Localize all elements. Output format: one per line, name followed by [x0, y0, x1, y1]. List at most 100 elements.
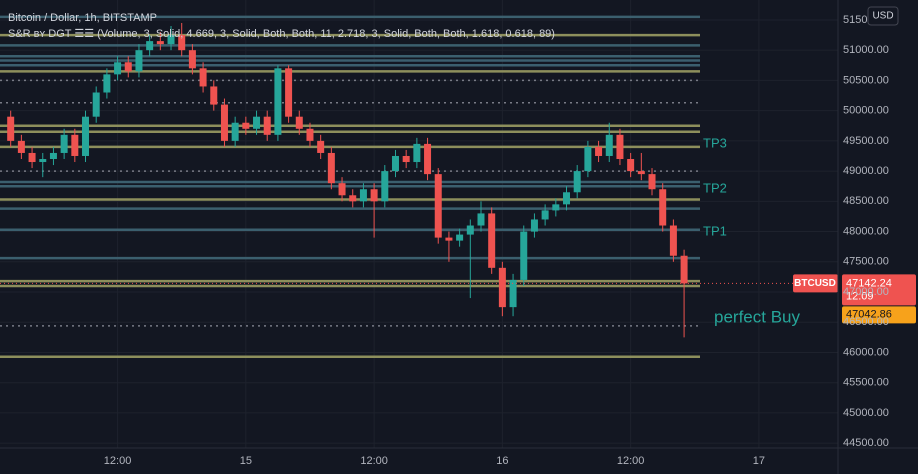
candle-body	[552, 204, 560, 211]
candle-body	[434, 174, 442, 238]
candle-body	[659, 189, 667, 226]
x-tick-label: 12:00	[360, 455, 388, 467]
candle-body	[456, 234, 464, 241]
candle-body	[477, 213, 485, 226]
annotation: TP1	[703, 223, 727, 238]
candle-body	[146, 41, 154, 51]
candle-body	[595, 146, 603, 156]
candle-body	[263, 116, 271, 135]
x-tick-label: 17	[753, 455, 765, 467]
candle-body	[391, 155, 399, 172]
candle-body	[188, 50, 196, 69]
candle-body	[156, 41, 164, 45]
candle-body	[413, 143, 421, 163]
candle-body	[231, 122, 239, 141]
y-tick-label: 48000.00	[843, 225, 889, 237]
candle-body	[530, 219, 538, 232]
candle-body	[381, 171, 389, 202]
y-tick-label: 48500.00	[843, 195, 889, 207]
second-price: 47042.86	[846, 308, 892, 320]
candle-body	[584, 146, 592, 172]
candle-body	[253, 116, 261, 129]
candle-body	[39, 159, 47, 163]
candle-body	[7, 116, 15, 141]
symbol-tag: BTCUSD	[794, 278, 836, 289]
candle-body	[637, 171, 645, 175]
currency-button-bg[interactable]	[867, 6, 899, 26]
candle-body	[49, 152, 57, 160]
candle-body	[17, 140, 25, 153]
candle-body	[178, 35, 186, 51]
candle-body	[338, 183, 346, 196]
candle-body	[317, 140, 325, 153]
y-tick-label: 45500.00	[843, 377, 889, 389]
y-tick-label: 46000.00	[843, 346, 889, 358]
candle-body	[295, 116, 303, 129]
candle-body	[28, 152, 36, 163]
candle-body	[627, 159, 635, 172]
y-tick-label: 46500.00	[843, 316, 889, 328]
symbol-tag-bg	[793, 274, 838, 293]
annotation: perfect Buy	[714, 307, 800, 326]
price-tag-bg	[842, 274, 916, 306]
candle-body	[648, 174, 656, 190]
annotation: TP2	[703, 180, 727, 195]
candle-body	[498, 267, 506, 308]
candle-body	[114, 62, 122, 75]
candle-body	[573, 171, 581, 193]
currency-button[interactable]: USD	[872, 11, 893, 22]
countdown: 12:09	[846, 290, 874, 302]
candle-body	[680, 255, 688, 284]
candle-body	[242, 122, 250, 129]
y-tick-label: 50500.00	[843, 74, 889, 86]
candle-body	[402, 155, 410, 163]
candle-body	[520, 231, 528, 280]
y-tick-label: 47000.00	[843, 286, 889, 298]
y-tick-label: 45000.00	[843, 407, 889, 419]
candle-body	[605, 134, 613, 156]
candle-body	[199, 68, 207, 87]
candle-body	[92, 92, 100, 117]
candle-body	[445, 237, 453, 241]
candle-body	[541, 210, 549, 220]
x-tick-label: 16	[496, 455, 508, 467]
candle-body	[424, 143, 432, 175]
second-price-bg	[842, 306, 916, 324]
price-tag: 47142.24	[846, 277, 892, 289]
candle-body	[669, 225, 677, 256]
candle-body	[285, 68, 293, 117]
annotation: TP3	[703, 135, 727, 150]
y-tick-label: 50000.00	[843, 105, 889, 117]
candle-body	[306, 128, 314, 141]
candle-body	[167, 35, 175, 45]
candle-body	[488, 213, 496, 268]
candle-body	[220, 104, 228, 141]
y-tick-label: 49000.00	[843, 165, 889, 177]
y-tick-label: 51000.00	[843, 44, 889, 56]
x-tick-label: 15	[240, 455, 252, 467]
candle-body	[71, 134, 79, 156]
candle-body	[563, 192, 571, 205]
candle-body	[359, 189, 367, 202]
y-tick-label: 47500.00	[843, 256, 889, 268]
candle-body	[370, 189, 378, 202]
y-tick-label: 44500.00	[843, 437, 889, 449]
indicator-label: S&R ʙʏ DGT ☰☰ (Volume, 3, Solid, 4.669, …	[8, 28, 555, 40]
candle-body	[135, 50, 143, 72]
y-tick-label: 49500.00	[843, 135, 889, 147]
candle-body	[466, 225, 474, 235]
candle-body	[60, 134, 68, 153]
candle-body	[103, 74, 111, 93]
candle-body	[349, 195, 357, 202]
chart-title: Bitcoin / Dollar, 1h, BITSTAMP	[8, 12, 157, 24]
candle-body	[210, 86, 218, 105]
candle-body	[124, 62, 132, 72]
candle-body	[274, 68, 282, 135]
candle-body	[509, 279, 517, 308]
candle-body	[327, 152, 335, 184]
candle-body	[82, 116, 90, 156]
x-tick-label: 12:00	[104, 455, 132, 467]
candle-body	[616, 134, 624, 160]
